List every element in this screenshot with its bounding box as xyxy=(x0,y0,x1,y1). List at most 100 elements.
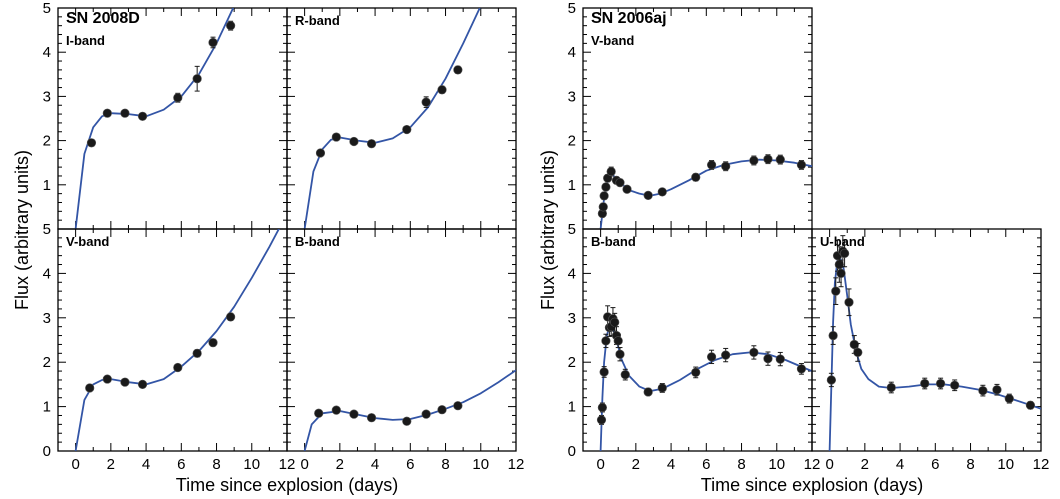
data-point xyxy=(749,347,759,358)
panel-frame xyxy=(286,7,517,230)
data-point xyxy=(615,349,625,359)
x-tick-label: 6 xyxy=(702,456,710,473)
y-tick-label: 5 xyxy=(568,0,576,17)
data-point xyxy=(208,338,218,348)
data-point xyxy=(831,286,841,296)
x-tick-label: 0 xyxy=(825,456,833,473)
x-tick-label: 8 xyxy=(737,456,745,473)
data-point xyxy=(691,367,701,378)
data-point xyxy=(137,111,148,121)
data-point xyxy=(775,354,785,364)
data-point xyxy=(749,155,759,166)
data-point xyxy=(421,97,431,107)
x-tick-label: 2 xyxy=(632,456,640,473)
data-point xyxy=(657,383,667,393)
model-curve xyxy=(74,8,235,229)
data-point xyxy=(331,132,341,142)
y-tick-label: 0 xyxy=(43,443,51,460)
data-point xyxy=(421,409,431,419)
data-point xyxy=(886,382,896,393)
data-point xyxy=(992,385,1002,395)
x-tick-label: 6 xyxy=(931,456,939,473)
y-tick-label: 3 xyxy=(43,88,51,105)
data-point xyxy=(102,374,112,384)
band-label: V-band xyxy=(66,234,109,249)
x-tick-label: 6 xyxy=(177,456,185,473)
y-axis-title: Flux (arbitrary units) xyxy=(538,150,558,310)
x-tick-label: 12 xyxy=(804,456,821,473)
data-point xyxy=(102,108,112,118)
data-point xyxy=(1025,400,1036,410)
data-point xyxy=(437,405,447,415)
x-tick-label: 0 xyxy=(596,456,604,473)
data-point xyxy=(192,74,202,84)
data-point xyxy=(601,182,611,192)
data-point xyxy=(643,387,653,397)
panel-6: 0 2 4 6 8 10 12 U-band xyxy=(811,228,1049,473)
data-point xyxy=(613,336,623,346)
data-point xyxy=(978,386,988,396)
band-label: B-band xyxy=(295,234,340,249)
data-point xyxy=(721,161,731,171)
x-tick-label: 2 xyxy=(336,456,344,473)
data-point xyxy=(137,379,148,390)
data-point xyxy=(208,37,218,48)
x-tick-label: 12 xyxy=(508,456,525,473)
data-point xyxy=(402,124,412,135)
data-point xyxy=(173,93,183,103)
data-point xyxy=(120,108,130,118)
y-tick-label: 3 xyxy=(568,310,576,327)
data-point xyxy=(620,370,630,380)
data-point xyxy=(828,330,838,341)
y-tick-label: 2 xyxy=(568,354,576,371)
y-tick-label: 1 xyxy=(43,399,51,416)
data-point xyxy=(226,312,236,322)
data-point xyxy=(610,317,620,327)
y-axis-title: Flux (arbitrary units) xyxy=(12,150,32,310)
data-point xyxy=(691,172,701,182)
x-tick-label: 4 xyxy=(371,456,379,473)
x-axis-title: Time since explosion (days) xyxy=(701,475,923,495)
x-tick-label: 4 xyxy=(142,456,150,473)
panel-4: 1 2 3 4 5 SN 2006aj V-band xyxy=(568,0,813,230)
band-label: V-band xyxy=(591,33,634,48)
data-point xyxy=(349,409,359,419)
data-point xyxy=(836,268,846,279)
supernova-title: SN 2006aj xyxy=(591,10,667,27)
x-tick-label: 10 xyxy=(472,456,489,473)
data-point xyxy=(1004,394,1014,404)
y-tick-label: 4 xyxy=(43,265,51,282)
x-tick-label: 10 xyxy=(243,456,260,473)
data-point xyxy=(622,184,632,194)
data-point xyxy=(844,297,854,307)
y-tick-label: 4 xyxy=(568,44,576,61)
x-tick-label: 8 xyxy=(212,456,220,473)
data-point xyxy=(598,202,608,212)
x-tick-label: 8 xyxy=(441,456,449,473)
data-point xyxy=(796,160,807,170)
model-curve xyxy=(599,325,812,451)
panel-frame xyxy=(811,228,1042,452)
data-point xyxy=(453,401,463,411)
data-point xyxy=(721,350,731,360)
data-point xyxy=(349,136,359,147)
data-point xyxy=(643,190,653,201)
data-point xyxy=(402,416,412,426)
data-point xyxy=(314,408,324,418)
panel-3: 0 2 4 6 8 10 12 B-band xyxy=(286,228,525,473)
data-point xyxy=(775,155,785,165)
x-tick-label: 6 xyxy=(406,456,414,473)
data-point xyxy=(437,85,447,95)
y-tick-label: 4 xyxy=(568,265,576,282)
panel-1: R-band xyxy=(286,7,517,230)
x-tick-label: 2 xyxy=(107,456,115,473)
y-tick-label: 0 xyxy=(568,443,576,460)
data-point xyxy=(315,148,326,158)
y-tick-label: 2 xyxy=(568,133,576,150)
x-tick-label: 2 xyxy=(861,456,869,473)
x-tick-label: 4 xyxy=(667,456,675,473)
y-tick-label: 1 xyxy=(43,177,51,194)
